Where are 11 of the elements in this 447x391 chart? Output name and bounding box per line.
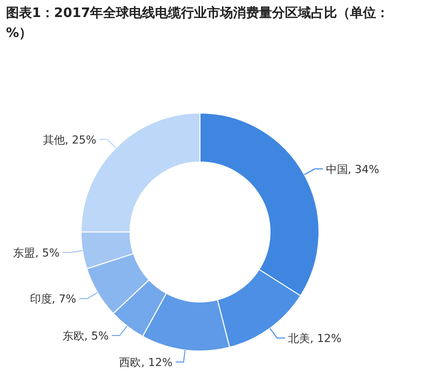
slice-label: 东欧 xyxy=(62,330,84,343)
donut-slice xyxy=(200,112,320,296)
slice-label: 中国 xyxy=(326,162,348,176)
slice-label: 东盟 xyxy=(13,246,36,260)
chart-title: 图表1：2017年全球电线电缆行业市场消费量分区域占比（单位：%） xyxy=(6,4,390,43)
slice-label: 其他 xyxy=(42,133,65,146)
slice: 东盟, 5% xyxy=(13,232,134,270)
slice-label: 西欧 xyxy=(119,356,142,369)
slice-label: 北美 xyxy=(288,332,310,345)
slice: 其他, 25% xyxy=(42,112,200,232)
slice-label: 印度 xyxy=(30,292,52,306)
